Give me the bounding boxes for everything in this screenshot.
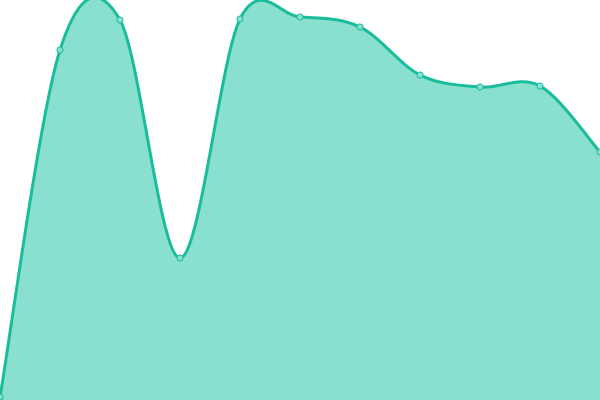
data-point-8 — [476, 83, 484, 91]
data-point-3 — [176, 254, 184, 262]
data-point-10 — [596, 148, 600, 156]
data-point-4 — [236, 15, 244, 23]
data-point-7 — [416, 71, 424, 79]
data-point-0 — [0, 393, 4, 400]
data-point-1 — [56, 46, 64, 54]
data-points — [0, 13, 600, 400]
data-point-6 — [356, 23, 364, 31]
data-point-2 — [116, 16, 124, 24]
data-point-9 — [536, 82, 544, 90]
data-point-5 — [296, 13, 304, 21]
